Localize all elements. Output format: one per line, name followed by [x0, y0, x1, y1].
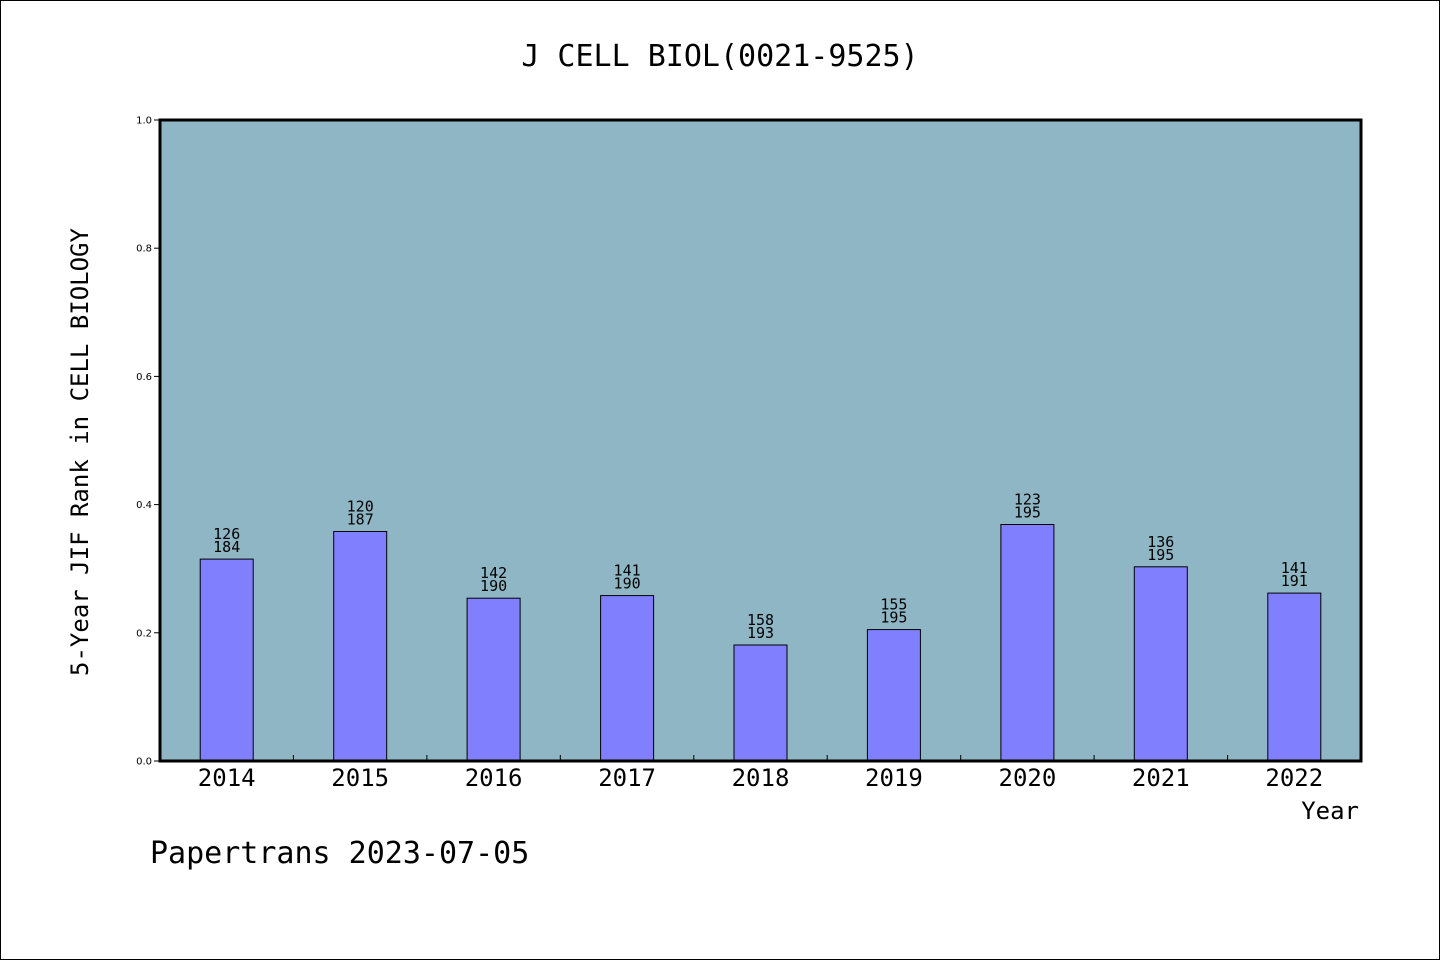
bar-label-total-2014: 184	[213, 538, 240, 556]
bar-2014	[199, 558, 254, 762]
y-tick-label-0.8: 0.8	[136, 244, 152, 255]
x-axis-label: Year	[1301, 797, 1359, 825]
x-tick-label-2016: 2016	[465, 764, 523, 792]
bar-label-total-2019: 195	[880, 609, 907, 627]
x-tick-label-2018: 2018	[732, 764, 790, 792]
x-tick-label-2021: 2021	[1132, 764, 1190, 792]
bar-2019	[866, 629, 921, 762]
y-tick-label-0.0: 0.0	[136, 757, 152, 768]
bar-label-total-2017: 190	[614, 575, 641, 593]
bar-label-total-2016: 190	[480, 577, 507, 595]
bar-2021	[1133, 566, 1188, 762]
bar-label-rank-2016: 142	[480, 564, 507, 582]
bar-label-rank-2020: 123	[1014, 491, 1041, 509]
plot-border	[158, 118, 1363, 763]
footer-credit: Papertrans 2023-07-05	[150, 836, 529, 871]
bar-2022	[1267, 592, 1322, 762]
bar-label-rank-2018: 158	[747, 611, 774, 629]
bar-label-total-2018: 193	[747, 624, 774, 642]
ticks-group: 2014 2015 2016 2017 2018 2019 2020 2021 2022 0.0 0…	[136, 116, 1323, 793]
bar-2015	[333, 531, 388, 762]
y-axis-label: 5-Year JIF Rank in CELL BIOLOGY	[66, 227, 94, 675]
bar-label-rank-2014: 126	[213, 525, 240, 543]
bar-2017	[600, 595, 655, 762]
y-tick-label-0.2: 0.2	[136, 628, 152, 639]
bars-group: 1261841201871421901411901581931551951231…	[199, 491, 1322, 762]
y-tick-label-0.4: 0.4	[136, 500, 152, 511]
bar-2018	[733, 644, 788, 762]
bar-label-total-2021: 195	[1147, 546, 1174, 564]
bar-2020	[1000, 524, 1055, 762]
bar-label-total-2020: 195	[1014, 504, 1041, 522]
x-tick-label-2020: 2020	[999, 764, 1057, 792]
bar-label-rank-2015: 120	[347, 498, 374, 516]
bar-label-total-2022: 191	[1281, 572, 1308, 590]
y-tick-label-1.0: 1.0	[136, 116, 152, 127]
bar-2016	[466, 597, 521, 762]
bar-label-rank-2019: 155	[880, 596, 907, 614]
bar-label-rank-2021: 136	[1147, 533, 1174, 551]
bar-label-rank-2022: 141	[1281, 559, 1308, 577]
chart-title: J CELL BIOL(0021-9525)	[521, 39, 918, 74]
y-tick-label-0.6: 0.6	[136, 372, 152, 383]
bar-label-rank-2017: 141	[614, 562, 641, 580]
x-tick-label-2017: 2017	[598, 764, 656, 792]
bar-label-total-2015: 187	[347, 511, 374, 529]
x-tick-label-2015: 2015	[331, 764, 389, 792]
x-tick-label-2014: 2014	[198, 764, 256, 792]
x-tick-label-2022: 2022	[1265, 764, 1323, 792]
x-tick-label-2019: 2019	[865, 764, 923, 792]
